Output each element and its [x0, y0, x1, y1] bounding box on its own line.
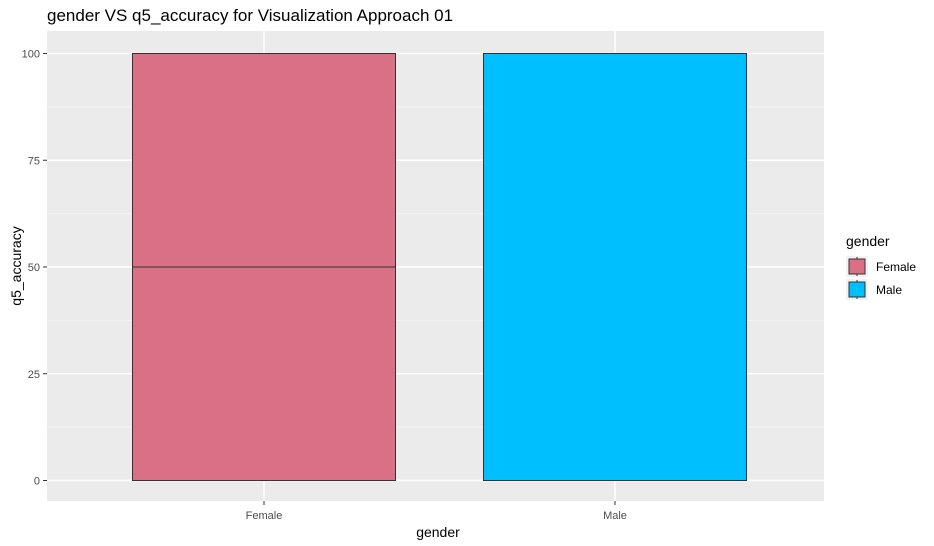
legend: gender Female Male: [846, 233, 916, 300]
legend-label: Male: [876, 283, 902, 297]
x-axis-title: gender: [416, 524, 460, 540]
legend-swatch: [848, 281, 866, 298]
legend-label: Female: [876, 260, 916, 274]
bars: [132, 53, 747, 481]
y-tick-label: 25: [28, 369, 40, 381]
y-tick-label: 75: [28, 155, 40, 167]
bar-female: [132, 53, 396, 268]
y-axis-title: q5_accuracy: [8, 226, 24, 305]
x-tick-label: Male: [603, 510, 627, 522]
bar-female: [132, 266, 396, 481]
legend-swatch: [848, 258, 866, 275]
y-tick-label: 0: [34, 476, 40, 488]
chart-title: gender VS q5_accuracy for Visualization …: [47, 6, 453, 25]
legend-title: gender: [846, 233, 890, 249]
x-axis: Female Male: [246, 501, 627, 522]
y-tick-label: 100: [22, 49, 40, 61]
bar-male: [483, 53, 747, 481]
x-tick-label: Female: [246, 510, 283, 522]
y-axis: 0 25 50 75 100: [22, 49, 47, 488]
y-tick-label: 50: [28, 262, 40, 274]
